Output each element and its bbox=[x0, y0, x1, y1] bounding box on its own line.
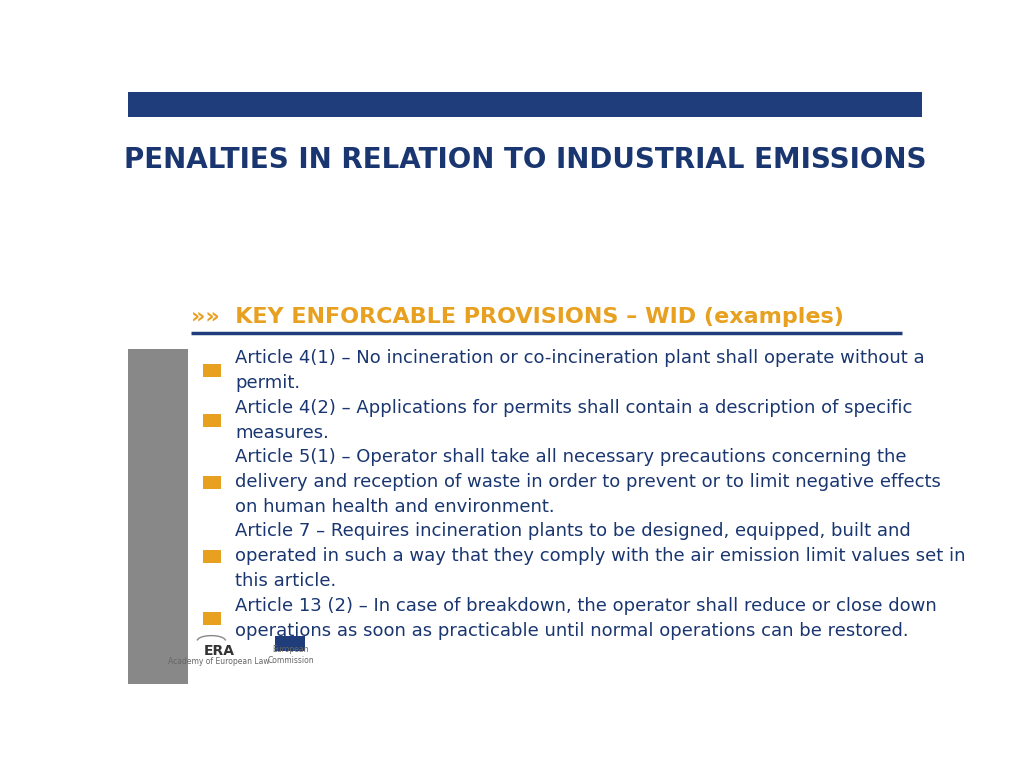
Bar bbox=[204, 476, 221, 489]
Text: Article 4(2) – Applications for permits shall contain a description of specific
: Article 4(2) – Applications for permits … bbox=[236, 399, 912, 442]
Bar bbox=[204, 550, 221, 563]
Text: PENALTIES IN RELATION TO INDUSTRIAL EMISSIONS: PENALTIES IN RELATION TO INDUSTRIAL EMIS… bbox=[124, 146, 926, 174]
Text: European
Commission: European Commission bbox=[267, 645, 314, 665]
Bar bbox=[204, 363, 221, 376]
Text: Article 5(1) – Operator shall take all necessary precautions concerning the
deli: Article 5(1) – Operator shall take all n… bbox=[236, 449, 941, 516]
Bar bbox=[128, 349, 187, 684]
Bar bbox=[204, 612, 221, 625]
Text: ERA: ERA bbox=[204, 644, 234, 658]
Text: »»  KEY ENFORCABLE PROVISIONS – WID (examples): »» KEY ENFORCABLE PROVISIONS – WID (exam… bbox=[191, 307, 845, 327]
Text: Article 13 (2) – In case of breakdown, the operator shall reduce or close down
o: Article 13 (2) – In case of breakdown, t… bbox=[236, 597, 937, 640]
Text: Article 7 – Requires incineration plants to be designed, equipped, built and
ope: Article 7 – Requires incineration plants… bbox=[236, 522, 966, 591]
Text: Article 4(1) – No incineration or co-incineration plant shall operate without a
: Article 4(1) – No incineration or co-inc… bbox=[236, 349, 925, 392]
Bar bbox=[204, 414, 221, 427]
Text: Academy of European Law: Academy of European Law bbox=[169, 657, 270, 666]
Bar bbox=[128, 92, 922, 117]
Bar bbox=[274, 636, 305, 651]
